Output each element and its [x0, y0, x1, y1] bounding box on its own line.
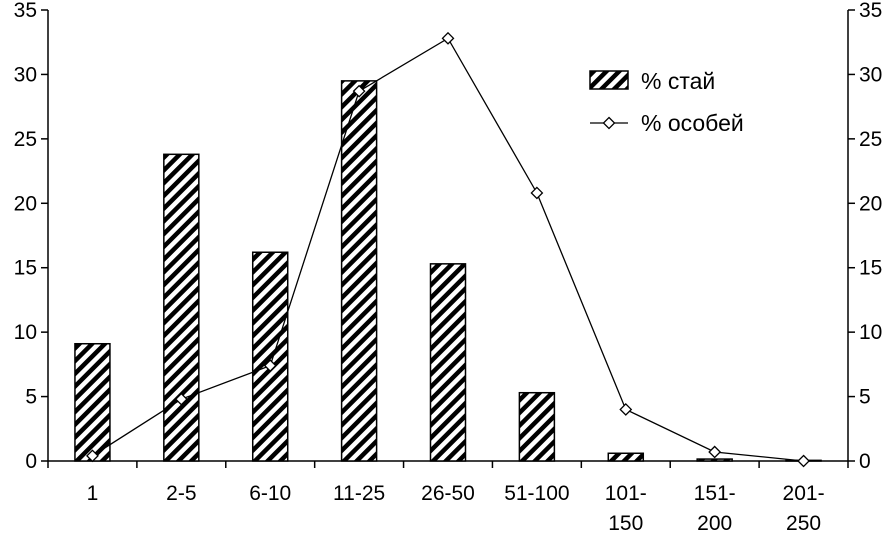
bar — [163, 153, 200, 462]
bar — [74, 342, 111, 462]
x-tick-label: 51-100 — [504, 482, 569, 505]
y-tick-label-left: 15 — [14, 257, 37, 280]
legend-swatch-bars — [589, 70, 629, 90]
y-tick-label-left: 30 — [14, 63, 37, 86]
x-tick-label: 201- — [783, 482, 825, 505]
line-point — [619, 403, 633, 416]
y-tick-label-right: 5 — [859, 386, 871, 409]
line-point — [708, 445, 722, 459]
line-point — [441, 31, 455, 45]
x-tick-label: 151- — [694, 482, 736, 505]
x-tick-label: 6-10 — [249, 482, 291, 505]
y-tick-label-left: 25 — [14, 128, 37, 151]
bar — [251, 251, 289, 462]
line-point — [174, 392, 188, 406]
x-tick-label: 101- — [605, 482, 647, 505]
y-tick-label-right: 35 — [859, 0, 882, 22]
y-tick-label-left: 20 — [14, 192, 37, 215]
y-tick-label-left: 10 — [14, 321, 37, 344]
x-tick-label: 11-25 — [333, 482, 385, 505]
bar — [696, 458, 733, 462]
line-point — [86, 449, 99, 463]
y-tick-label-right: 15 — [859, 257, 882, 280]
line-point — [263, 359, 277, 373]
x-tick-label: 150 — [608, 512, 643, 535]
x-tick-label: 2-5 — [166, 482, 196, 505]
x-tick-label: 250 — [786, 512, 821, 535]
y-tick-label-right: 25 — [859, 128, 882, 151]
legend-label-line: % особей — [641, 110, 744, 136]
legend: % стай % особей — [589, 68, 744, 136]
bar — [429, 263, 467, 462]
bar — [518, 391, 556, 462]
x-tick-label: 200 — [697, 512, 732, 535]
y-tick-label-right: 20 — [859, 192, 882, 215]
line-point — [797, 454, 810, 468]
y-tick-label-left: 35 — [14, 0, 37, 22]
x-tick-label: 1 — [87, 482, 99, 505]
line-point — [352, 84, 366, 98]
x-tick-label: 26-50 — [421, 482, 475, 505]
line-point — [530, 186, 544, 200]
y-tick-label-right: 10 — [859, 321, 882, 344]
y-tick-label-right: 0 — [859, 450, 871, 473]
legend-marker-line — [602, 116, 616, 130]
y-tick-label-left: 5 — [25, 386, 37, 409]
y-tick-label-left: 0 — [25, 450, 37, 473]
plot-area: 0 5 10 15 20 25 30 35 0 5 10 15 20 25 30 35 1 2-5 6-10 11-2… — [14, 0, 883, 535]
legend-label-bars: % стай — [641, 68, 715, 94]
bar — [340, 80, 378, 462]
y-tick-label-right: 30 — [859, 63, 882, 86]
bar — [607, 452, 645, 462]
